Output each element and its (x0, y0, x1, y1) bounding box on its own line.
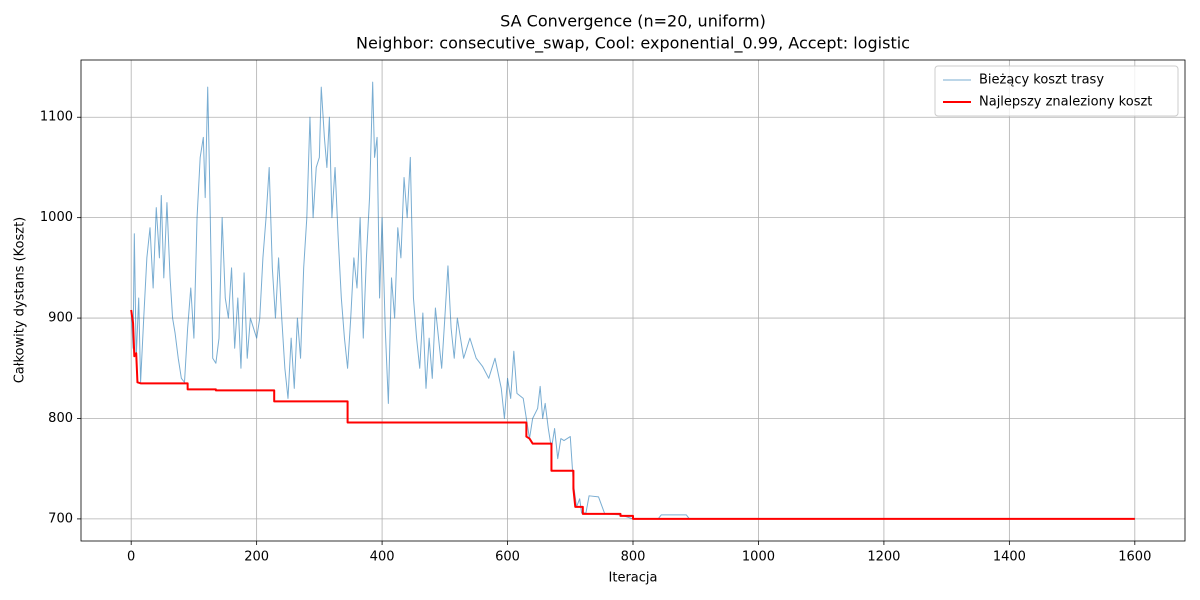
plot-frame (80, 59, 1186, 542)
chart-title: SA Convergence (n=20, uniform) (500, 12, 766, 31)
series-line (130, 309, 1135, 520)
y-tick-label: 900 (48, 311, 73, 326)
series-line (130, 81, 1135, 520)
x-tick-label: 1000 (742, 550, 775, 565)
x-tick-label: 400 (370, 550, 395, 565)
x-tick-label: 1400 (993, 550, 1026, 565)
x-tick-label: 800 (621, 550, 646, 565)
x-tick-label: 200 (244, 550, 269, 565)
legend-label: Najlepszy znaleziony koszt (979, 95, 1152, 110)
y-tick-label: 800 (48, 411, 73, 426)
y-tick-label: 1000 (40, 210, 73, 225)
x-tick-label: 0 (127, 550, 135, 565)
y-axis-label: Całkowity dystans (Koszt) (13, 217, 28, 384)
x-axis-label: Iteracja (609, 571, 658, 586)
legend-label: Bieżący koszt trasy (979, 73, 1104, 88)
legend-box (934, 65, 1179, 117)
x-tick-label: 1600 (1118, 550, 1151, 565)
x-tick-label: 600 (495, 550, 520, 565)
x-tick-label: 1200 (867, 550, 900, 565)
chart-subtitle: Neighbor: consecutive_swap, Cool: expone… (356, 34, 910, 54)
y-tick-label: 1100 (40, 110, 73, 125)
y-tick-label: 700 (48, 511, 73, 526)
